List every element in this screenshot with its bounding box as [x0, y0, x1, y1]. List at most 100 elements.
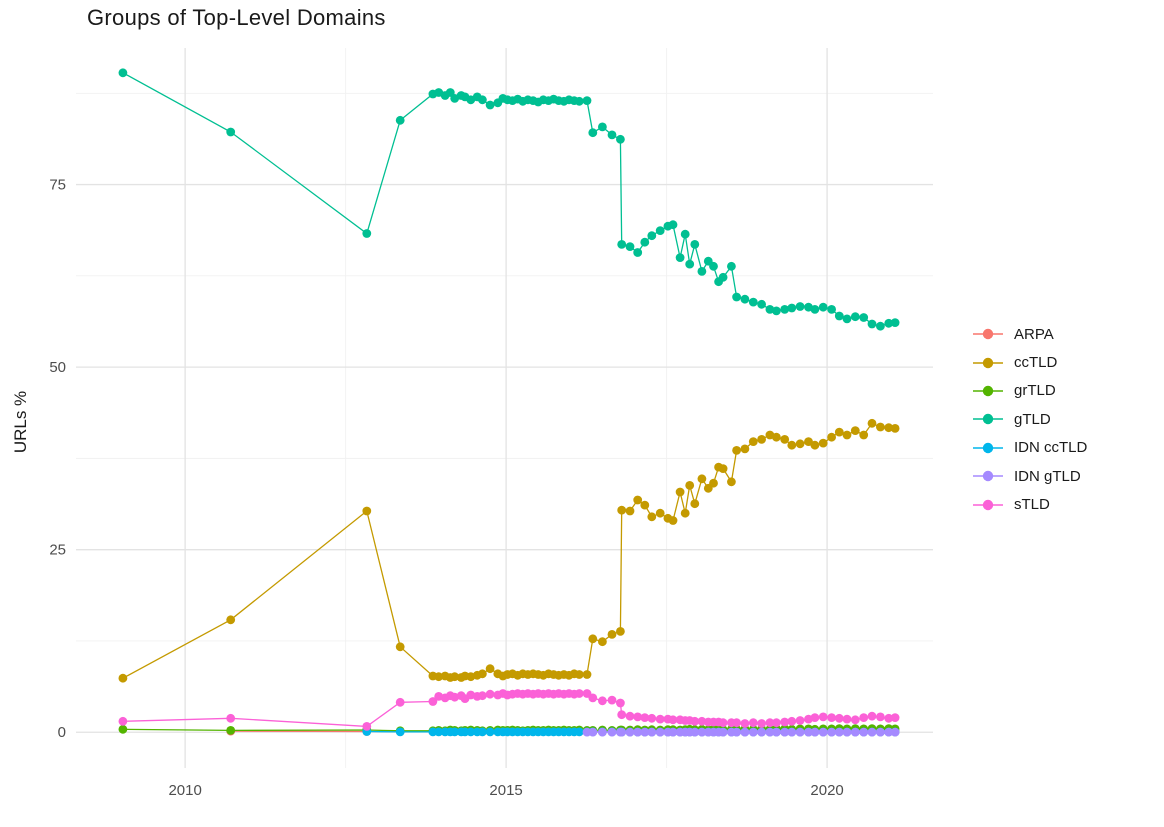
- data-point: [633, 727, 643, 737]
- data-point: [697, 716, 707, 726]
- data-point: [787, 303, 797, 313]
- data-point: [118, 68, 128, 78]
- data-point: [842, 314, 852, 324]
- data-point: [690, 240, 700, 249]
- data-point: [485, 689, 495, 699]
- data-point: [787, 440, 797, 450]
- legend-item-ccTLD: ccTLD: [972, 348, 1087, 376]
- data-point: [574, 727, 584, 737]
- series-ccTLD: [118, 418, 900, 683]
- data-point: [625, 506, 635, 516]
- data-point: [598, 696, 607, 706]
- legend-key-icon: [973, 470, 1003, 482]
- data-point: [690, 727, 700, 737]
- legend: ARPA ccTLD grTLD gTLD IDN ccTLD IDN gTLD sTLD: [972, 320, 1087, 519]
- legend-key-dot: [982, 328, 994, 340]
- data-point: [690, 499, 700, 509]
- data-point: [842, 714, 852, 724]
- data-point: [827, 713, 836, 722]
- data-point: [226, 615, 236, 625]
- series-sTLD: [118, 689, 900, 731]
- data-point: [859, 430, 869, 440]
- data-point: [675, 487, 685, 497]
- data-point: [834, 713, 844, 723]
- data-point: [617, 240, 627, 249]
- data-point: [884, 713, 894, 723]
- data-point: [395, 115, 405, 125]
- data-point: [647, 512, 657, 522]
- legend-key-dot: [982, 385, 994, 397]
- data-point: [607, 727, 617, 737]
- data-point: [876, 321, 885, 331]
- data-point: [727, 477, 736, 487]
- data-point: [757, 727, 766, 737]
- data-point: [827, 432, 836, 442]
- data-point: [675, 253, 685, 262]
- data-point: [850, 426, 860, 435]
- legend-key-dot: [982, 357, 994, 368]
- series-gTLD: [118, 68, 900, 331]
- data-point: [780, 727, 790, 737]
- data-point: [859, 713, 869, 722]
- legend-label: IDN gTLD: [1014, 467, 1081, 485]
- chart-title: Groups of Top-Level Domains: [87, 5, 386, 30]
- data-point: [485, 727, 495, 737]
- data-point: [732, 727, 741, 737]
- legend-key-icon: [973, 328, 1003, 340]
- data-point: [655, 727, 665, 737]
- legend-label: sTLD: [1014, 496, 1050, 514]
- data-point: [795, 439, 805, 449]
- data-point: [640, 727, 650, 737]
- legend-item-IDN-gTLD: IDN gTLD: [972, 462, 1087, 490]
- data-point: [647, 713, 657, 723]
- data-point: [668, 220, 678, 230]
- data-point: [757, 435, 766, 444]
- data-point: [884, 423, 894, 433]
- data-point: [867, 711, 877, 721]
- data-point: [810, 727, 820, 737]
- data-point: [876, 727, 885, 737]
- data-point: [434, 672, 444, 682]
- data-point: [772, 432, 781, 442]
- data-point: [697, 474, 707, 484]
- data-point: [827, 305, 836, 314]
- data-point: [780, 435, 790, 444]
- data-point: [748, 297, 758, 307]
- legend-key-icon: [973, 442, 1003, 453]
- data-point: [616, 627, 625, 636]
- data-point: [633, 495, 643, 505]
- data-point: [655, 508, 665, 518]
- data-point: [395, 697, 405, 707]
- data-point: [466, 727, 476, 737]
- data-point: [450, 727, 460, 737]
- data-point: [478, 95, 487, 105]
- x-tick-label: 2020: [810, 782, 843, 799]
- data-point: [697, 267, 707, 276]
- data-point: [740, 719, 750, 728]
- data-point: [850, 715, 860, 725]
- data-point: [818, 727, 828, 737]
- data-point: [884, 727, 894, 737]
- data-point: [748, 437, 758, 446]
- data-point: [780, 717, 790, 727]
- x-tick-label: 2015: [489, 782, 522, 799]
- data-point: [757, 299, 766, 309]
- data-point: [757, 719, 766, 728]
- legend-label: grTLD: [1014, 382, 1056, 400]
- data-point: [772, 718, 781, 728]
- data-point: [818, 438, 828, 448]
- data-point: [616, 698, 625, 708]
- data-point: [748, 727, 758, 737]
- data-point: [890, 727, 900, 737]
- data-point: [890, 424, 900, 433]
- data-point: [574, 689, 584, 698]
- data-point: [890, 318, 900, 327]
- data-point: [485, 100, 495, 110]
- data-point: [655, 714, 665, 724]
- data-point: [118, 716, 128, 726]
- data-point: [876, 422, 885, 432]
- y-tick-label: 75: [49, 177, 66, 194]
- legend-item-sTLD: sTLD: [972, 490, 1087, 518]
- data-point: [574, 96, 584, 106]
